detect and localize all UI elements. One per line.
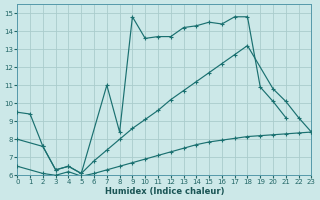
X-axis label: Humidex (Indice chaleur): Humidex (Indice chaleur) bbox=[105, 187, 224, 196]
